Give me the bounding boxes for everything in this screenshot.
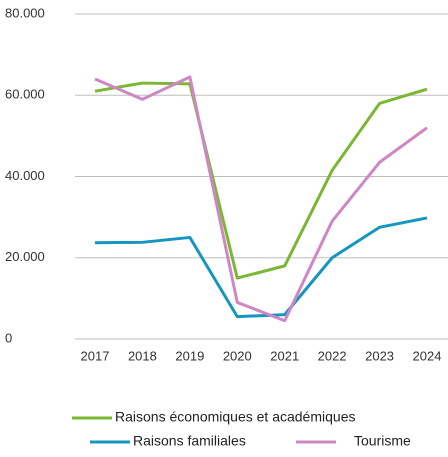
y-tick-label: 40.000: [5, 168, 45, 183]
x-tick-label: 2023: [365, 348, 394, 363]
y-tick-label: 60.000: [5, 87, 45, 102]
legend-label: Raisons familiales: [133, 433, 246, 449]
y-tick-label: 0: [5, 330, 12, 345]
x-tick-label: 2024: [413, 348, 442, 363]
x-tick-label: 2018: [128, 348, 157, 363]
x-tick-label: 2017: [81, 348, 110, 363]
x-tick-label: 2019: [175, 348, 204, 363]
series-line: [94, 216, 428, 319]
y-tick-label: 20.000: [5, 249, 45, 264]
legend-label: Raisons économiques et académiques: [115, 409, 355, 425]
series-line: [94, 81, 428, 280]
x-tick-label: 2022: [318, 348, 347, 363]
legend-label: Tourisme: [354, 433, 411, 449]
series-line: [94, 75, 428, 323]
x-tick-label: 2021: [270, 348, 299, 363]
y-tick-label: 80.000: [5, 5, 45, 20]
x-tick-label: 2020: [223, 348, 252, 363]
